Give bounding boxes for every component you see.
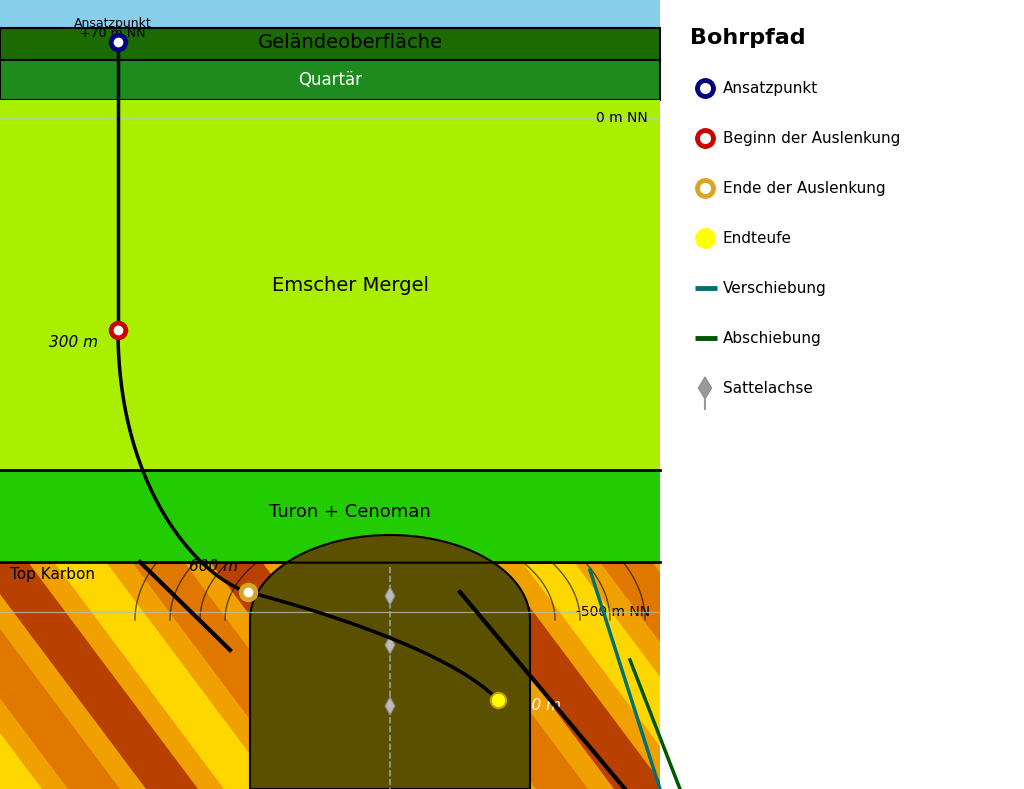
Text: Verschiebung: Verschiebung	[723, 281, 826, 296]
Text: Emscher Mergel: Emscher Mergel	[271, 275, 428, 294]
Polygon shape	[522, 562, 744, 789]
Polygon shape	[0, 100, 660, 470]
Polygon shape	[250, 535, 530, 789]
Text: Abschiebung: Abschiebung	[723, 331, 821, 346]
Text: Ansatzpunkt: Ansatzpunkt	[74, 17, 152, 30]
Polygon shape	[0, 562, 198, 789]
Text: Geländeoberfläche: Geländeoberfläche	[257, 32, 442, 51]
Polygon shape	[660, 0, 1024, 789]
Polygon shape	[385, 636, 395, 654]
Text: Top Karbon: Top Karbon	[10, 567, 95, 581]
Text: Beginn der Auslenkung: Beginn der Auslenkung	[723, 130, 900, 145]
Text: +70 m NN: +70 m NN	[80, 27, 145, 40]
Polygon shape	[54, 562, 276, 789]
Polygon shape	[444, 562, 666, 789]
Polygon shape	[132, 562, 354, 789]
Text: Ende der Auslenkung: Ende der Auslenkung	[723, 181, 886, 196]
Text: Quartär: Quartär	[298, 71, 362, 89]
Polygon shape	[210, 562, 432, 789]
Polygon shape	[0, 562, 42, 789]
Text: -500 m NN: -500 m NN	[575, 605, 650, 619]
Polygon shape	[600, 562, 822, 789]
Text: 300 m: 300 m	[49, 335, 98, 350]
Text: 900 m: 900 m	[512, 697, 561, 712]
Text: 0 m NN: 0 m NN	[596, 111, 648, 125]
Polygon shape	[0, 0, 660, 28]
Polygon shape	[0, 562, 660, 789]
Text: Sattelachse: Sattelachse	[723, 380, 813, 395]
Polygon shape	[698, 377, 712, 399]
Polygon shape	[385, 587, 395, 605]
Polygon shape	[0, 562, 120, 789]
Polygon shape	[385, 697, 395, 715]
Polygon shape	[0, 28, 660, 60]
Polygon shape	[0, 470, 660, 562]
Text: Turon + Cenoman: Turon + Cenoman	[269, 503, 431, 521]
Text: Ansatzpunkt: Ansatzpunkt	[723, 80, 818, 95]
Polygon shape	[288, 562, 510, 789]
Text: Endteufe: Endteufe	[723, 230, 792, 245]
Text: 600 m: 600 m	[189, 559, 238, 574]
Polygon shape	[0, 60, 660, 100]
Polygon shape	[366, 562, 588, 789]
Text: Bohrpfad: Bohrpfad	[690, 28, 806, 48]
